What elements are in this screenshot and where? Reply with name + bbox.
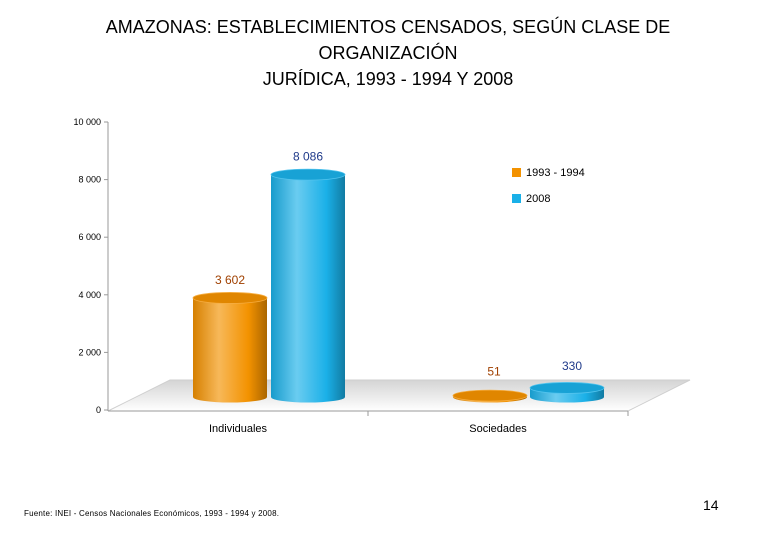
source-note: Fuente: INEI - Censos Nacionales Económi… [24, 509, 280, 518]
data-label: 8 086 [293, 150, 323, 164]
data-label: 3 602 [215, 273, 245, 287]
legend-label: 1993 - 1994 [526, 167, 585, 179]
y-tick-label: 4 000 [78, 290, 101, 300]
bar-1993-1994-sociedades [452, 389, 528, 403]
y-tick-label: 6 000 [78, 232, 101, 242]
y-tick-label: 8 000 [78, 175, 101, 185]
legend-label: 2008 [526, 193, 550, 205]
bar-2008-individuales [270, 168, 346, 403]
title-line-1: AMAZONAS: ESTABLECIMIENTOS CENSADOS, SEG… [105, 17, 671, 37]
title-line-2: ORGANIZACIÓN [318, 43, 458, 63]
title-line-3: JURÍDICA, 1993 - 1994 Y 2008 [262, 69, 514, 89]
data-label: 330 [562, 359, 582, 373]
legend-swatch [512, 194, 521, 203]
y-tick-label: 2 000 [78, 347, 101, 357]
bar-1993-1994-individuales [192, 292, 268, 403]
data-label: 51 [487, 365, 501, 379]
page-number: 14 [703, 497, 719, 513]
legend-swatch [512, 168, 521, 177]
chart-title: AMAZONAS: ESTABLECIMIENTOS CENSADOS, SEG… [0, 14, 766, 92]
y-tick-label: 0 [96, 405, 101, 415]
category-label: Sociedades [469, 423, 527, 435]
category-label: Individuales [209, 423, 268, 435]
y-tick-label: 10 000 [73, 117, 101, 127]
bar-2008-sociedades [529, 382, 605, 403]
